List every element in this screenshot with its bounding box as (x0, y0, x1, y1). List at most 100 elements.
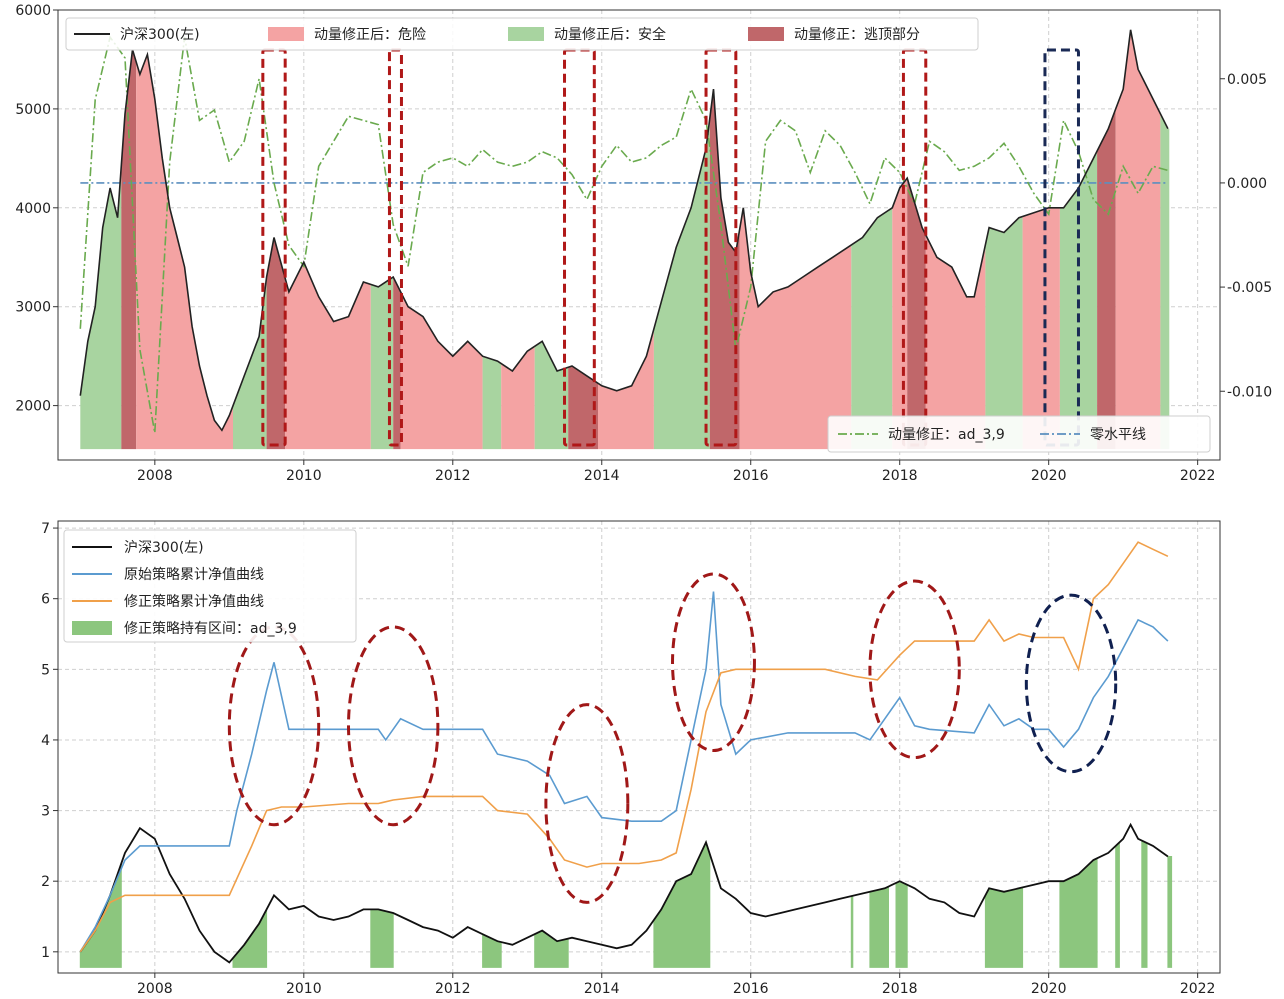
top-x-tick-label: 2010 (286, 468, 322, 484)
region-top-1 (121, 49, 137, 450)
holding-period-11 (1115, 841, 1120, 968)
annotation-ellipse-3 (671, 572, 756, 753)
bottom-chart-holding-periods (79, 839, 1173, 968)
legend-top-swatch-1 (268, 27, 304, 41)
legend-top-label: 动量修正后：安全 (554, 26, 666, 43)
region-danger-25 (1115, 29, 1161, 450)
holding-period-7 (869, 885, 889, 968)
holding-period-12 (1141, 839, 1148, 968)
annotation-ellipse-4 (868, 579, 961, 760)
bottom-x-tick-label: 2014 (584, 981, 620, 997)
bottom-series-line-2 (79, 541, 1169, 953)
bottom-legend-frame (63, 529, 357, 643)
bottom-series-line-0 (79, 822, 1169, 964)
top-x-tick-label: 2012 (435, 468, 471, 484)
top-x-tick-label: 2016 (733, 468, 769, 484)
legend-top-swatch-3 (748, 27, 784, 41)
bottom-y-tick-label: 2 (41, 874, 50, 890)
bottom-x-tick-label: 2016 (733, 981, 769, 997)
legend-bottom-label: 沪深300(左) (124, 540, 204, 556)
region-safe-26 (1160, 113, 1170, 450)
region-danger-18 (892, 178, 908, 450)
legend-top-label: 动量修正后：危险 (314, 27, 426, 43)
bottom-y-tick-label: 7 (41, 521, 50, 537)
bottom-y-tick-label: 1 (41, 945, 50, 961)
holding-period-13 (1167, 856, 1173, 968)
legend-bottom-swatch-3 (72, 621, 112, 635)
bottom-y-tick-label: 5 (41, 662, 50, 678)
region-top-12 (568, 366, 598, 450)
top-chart: 2008 2010 2012 2014 2016 2018 2020 2022 2000 3000… (15, 3, 1272, 484)
legend-bottom-label: 修正策略持有区间：ad_3,9 (124, 620, 297, 637)
bottom-x-tick-label: 2018 (882, 981, 918, 997)
top-y-left-tick-label: 4000 (15, 201, 51, 217)
annotation-ellipse-2 (544, 703, 630, 904)
top-chart-ticks: 2008 2010 2012 2014 2016 2018 2020 2022 2000 3000… (15, 3, 1272, 484)
region-danger-20 (925, 235, 986, 450)
top-y-right-tick-label: -0.010 (1227, 384, 1272, 400)
legend-lower-label: 零水平线 (1090, 427, 1146, 443)
bottom-x-tick-label: 2020 (1031, 981, 1067, 997)
top-legend-lower-frame (827, 415, 1211, 453)
annotation-box-0 (261, 48, 287, 447)
bottom-y-tick-label: 4 (41, 733, 50, 749)
annotation-ellipse-1 (347, 625, 440, 827)
region-top-4 (266, 237, 286, 450)
holding-period-8 (895, 880, 908, 968)
region-danger-2 (136, 54, 233, 450)
holding-period-9 (984, 886, 1024, 968)
legend-top-label: 动量修正：逃顶部分 (794, 27, 920, 43)
top-x-tick-label: 2022 (1180, 468, 1216, 484)
bottom-y-tick-label: 6 (41, 592, 50, 608)
region-safe-14 (653, 118, 710, 450)
momentum-line (79, 35, 1169, 434)
region-danger-22 (1022, 207, 1060, 450)
bottom-x-tick-label: 2012 (435, 981, 471, 997)
legend-lower-label: 动量修正：ad_3,9 (888, 427, 1005, 443)
region-danger-16 (739, 207, 852, 450)
top-x-tick-label: 2018 (882, 468, 918, 484)
holding-period-2 (370, 908, 394, 968)
region-safe-0 (80, 165, 122, 450)
holding-period-6 (850, 895, 854, 968)
top-y-left-tick-label: 6000 (15, 3, 51, 19)
bottom-chart-legend: 沪深300(左) 原始策略累计净值曲线修正策略累计净值曲线修正策略持有区间：ad_… (63, 529, 357, 643)
top-y-left-tick-label: 3000 (15, 300, 51, 316)
annotation-box-2 (563, 48, 596, 447)
bottom-series-line-1 (79, 591, 1169, 953)
bottom-y-tick-label: 3 (41, 804, 50, 820)
top-y-left-tick-label: 5000 (15, 102, 51, 118)
annotation-ellipse-0 (227, 625, 321, 827)
top-x-tick-label: 2020 (1031, 468, 1067, 484)
bottom-chart-ticks: 2008 2010 2012 2014 2016 2018 2020 2022 1 2 3 4 5 6 7 (41, 521, 1215, 997)
bottom-chart-grid (58, 521, 1220, 973)
annotation-box-3 (704, 48, 738, 447)
region-top-15 (709, 89, 740, 450)
top-chart-legend: 沪深300(左) 动量修正后：危险 动量修正后：安全 动量修正：逃顶部分 (65, 17, 979, 51)
region-danger-5 (285, 262, 371, 450)
bottom-x-tick-label: 2010 (286, 981, 322, 997)
legend-top-label: 沪深300(左) (120, 27, 200, 43)
top-y-right-tick-label: 0.005 (1227, 72, 1267, 88)
legend-bottom-label: 修正策略累计净值曲线 (124, 593, 264, 610)
region-safe-17 (851, 207, 893, 450)
bottom-chart: 2008 2010 2012 2014 2016 2018 2020 20221234567 … (41, 520, 1221, 997)
region-danger-10 (501, 346, 535, 450)
top-y-right-tick-label: 0.000 (1227, 176, 1267, 192)
region-top-24 (1097, 108, 1116, 450)
top-chart-legend-lower: 动量修正：ad_3,9 零水平线 (827, 415, 1211, 453)
region-safe-9 (482, 356, 502, 450)
annotation-ellipse-5 (1024, 593, 1118, 774)
region-top-7 (393, 277, 401, 450)
bottom-x-tick-label: 2008 (137, 981, 173, 997)
bottom-chart-annotation-ellipses (227, 572, 1118, 904)
region-safe-21 (985, 216, 1023, 450)
top-chart-frame (57, 9, 1221, 461)
region-safe-11 (534, 341, 569, 450)
top-y-left-tick-label: 2000 (15, 399, 51, 415)
top-x-tick-label: 2014 (584, 468, 620, 484)
legend-bottom-label: 原始策略累计净值曲线 (124, 566, 264, 583)
bottom-x-tick-label: 2022 (1180, 981, 1216, 997)
region-safe-6 (370, 277, 394, 450)
